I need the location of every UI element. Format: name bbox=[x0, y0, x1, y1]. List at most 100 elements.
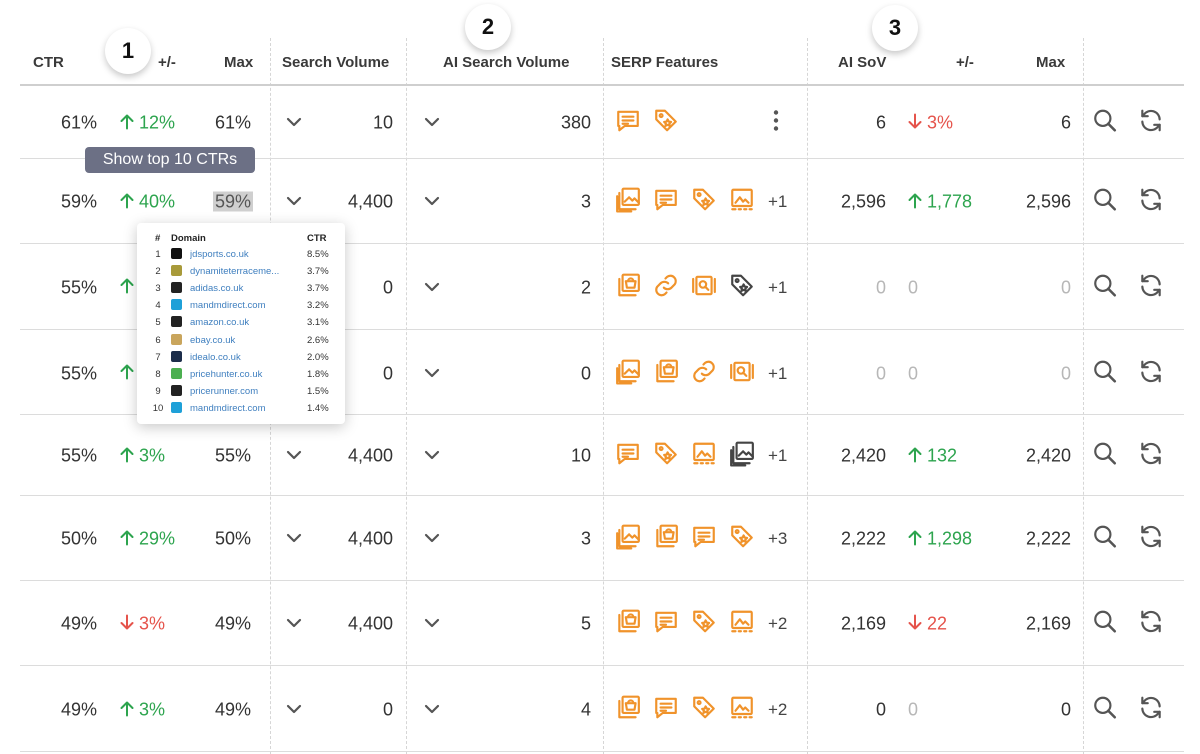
popup-domain-link[interactable]: jdsports.co.uk bbox=[190, 249, 249, 260]
search-icon[interactable] bbox=[1092, 187, 1118, 218]
popup-domain-row[interactable]: 9 pricerunner.com 1.5% bbox=[137, 384, 345, 401]
more-features-count[interactable]: +3 bbox=[768, 529, 788, 548]
image-feature-icon[interactable] bbox=[729, 695, 755, 726]
refresh-icon[interactable] bbox=[1138, 359, 1164, 390]
tag-feature-icon[interactable] bbox=[691, 609, 717, 640]
link-feature-icon[interactable] bbox=[691, 359, 717, 390]
expand-search-volume-chevron[interactable] bbox=[286, 615, 302, 633]
popup-domain-row[interactable]: 5 amazon.co.uk 3.1% bbox=[137, 315, 345, 332]
image-feature-icon[interactable] bbox=[691, 441, 717, 472]
message-feature-icon[interactable] bbox=[653, 609, 679, 640]
expand-search-volume-chevron[interactable] bbox=[286, 193, 302, 211]
video-feature-icon[interactable] bbox=[691, 273, 717, 304]
expand-search-volume-chevron[interactable] bbox=[286, 701, 302, 719]
popup-domain-row[interactable]: 1 jdsports.co.uk 8.5% bbox=[137, 247, 345, 264]
header-ctr[interactable]: CTR bbox=[33, 54, 64, 71]
video-feature-icon[interactable] bbox=[729, 359, 755, 390]
popup-domain-row[interactable]: 8 pricehunter.co.uk 1.8% bbox=[137, 367, 345, 384]
link-feature-icon[interactable] bbox=[653, 273, 679, 304]
popup-domain-row[interactable]: 2 dynamiteterraceme... 3.7% bbox=[137, 264, 345, 281]
header-search-volume[interactable]: Search Volume bbox=[282, 54, 390, 71]
header-ai-search-volume[interactable]: AI Search Volume bbox=[443, 54, 570, 71]
popup-domain-link[interactable]: mandmdirect.com bbox=[190, 402, 266, 414]
message-feature-icon[interactable] bbox=[691, 524, 717, 555]
shopping-feature-icon[interactable] bbox=[615, 273, 641, 304]
expand-ai-search-volume-chevron[interactable] bbox=[424, 279, 440, 297]
shopping-feature-icon[interactable] bbox=[615, 609, 641, 640]
ctr-max-value[interactable]: 59% bbox=[210, 191, 256, 213]
tag-feature-icon[interactable] bbox=[729, 273, 755, 304]
header-ctr-change[interactable]: +/- bbox=[158, 54, 176, 71]
search-icon[interactable] bbox=[1092, 108, 1118, 139]
shopping-feature-icon[interactable] bbox=[653, 524, 679, 555]
expand-ai-search-volume-chevron[interactable] bbox=[424, 447, 440, 465]
expand-ai-search-volume-chevron[interactable] bbox=[424, 193, 440, 211]
popup-domain-link[interactable]: idealo.co.uk bbox=[190, 351, 241, 363]
popup-domain-link[interactable]: amazon.co.uk bbox=[190, 317, 250, 329]
expand-search-volume-chevron[interactable] bbox=[286, 447, 302, 465]
refresh-icon[interactable] bbox=[1138, 108, 1164, 139]
more-features-count[interactable]: +2 bbox=[768, 700, 788, 719]
search-icon[interactable] bbox=[1092, 359, 1118, 390]
header-ctr-max[interactable]: Max bbox=[224, 54, 254, 71]
tag-feature-icon[interactable] bbox=[653, 108, 679, 139]
popup-domain-row[interactable]: 10 mandmdirect.com 1.4% bbox=[137, 401, 345, 418]
expand-search-volume-chevron[interactable] bbox=[286, 530, 302, 548]
images-feature-icon[interactable] bbox=[615, 187, 641, 218]
image-feature-icon[interactable] bbox=[729, 609, 755, 640]
ai-sov-change: 22 bbox=[908, 614, 947, 635]
images-feature-icon[interactable] bbox=[615, 359, 641, 390]
message-feature-icon[interactable] bbox=[653, 187, 679, 218]
header-ai-sov-max[interactable]: Max bbox=[1036, 54, 1066, 71]
message-feature-icon[interactable] bbox=[615, 108, 641, 139]
refresh-icon[interactable] bbox=[1138, 441, 1164, 472]
shopping-feature-icon[interactable] bbox=[653, 359, 679, 390]
tag-feature-icon[interactable] bbox=[653, 441, 679, 472]
search-icon[interactable] bbox=[1092, 524, 1118, 555]
images-feature-icon[interactable] bbox=[729, 441, 755, 472]
expand-ai-search-volume-chevron[interactable] bbox=[424, 114, 440, 132]
more-features-count[interactable]: +1 bbox=[768, 446, 788, 465]
message-feature-icon[interactable] bbox=[653, 695, 679, 726]
refresh-icon[interactable] bbox=[1138, 609, 1164, 640]
search-icon[interactable] bbox=[1092, 273, 1118, 304]
message-feature-icon[interactable] bbox=[615, 441, 641, 472]
expand-ai-search-volume-chevron[interactable] bbox=[424, 365, 440, 383]
popup-domain-link[interactable]: dynamiteterraceme... bbox=[190, 266, 280, 278]
header-ai-sov-change[interactable]: +/- bbox=[956, 54, 974, 71]
refresh-icon[interactable] bbox=[1138, 273, 1164, 304]
popup-domain-link[interactable]: pricehunter.co.uk bbox=[190, 368, 263, 380]
image-feature-icon[interactable] bbox=[729, 187, 755, 218]
refresh-icon[interactable] bbox=[1138, 695, 1164, 726]
tag-feature-icon[interactable] bbox=[691, 187, 717, 218]
more-options-icon[interactable] bbox=[773, 110, 779, 137]
expand-search-volume-chevron[interactable] bbox=[286, 114, 302, 132]
popup-domain-row[interactable]: 7 idealo.co.uk 2.0% bbox=[137, 350, 345, 367]
tag-feature-icon[interactable] bbox=[691, 695, 717, 726]
popup-domain-row[interactable]: 4 mandmdirect.com 3.2% bbox=[137, 298, 345, 315]
images-feature-icon[interactable] bbox=[615, 524, 641, 555]
more-features-count[interactable]: +1 bbox=[768, 364, 788, 383]
popup-domain-row[interactable]: 6 ebay.co.uk 2.6% bbox=[137, 333, 345, 350]
popup-domain-link[interactable]: mandmdirect.com bbox=[190, 300, 266, 312]
search-icon[interactable] bbox=[1092, 441, 1118, 472]
search-icon[interactable] bbox=[1092, 695, 1118, 726]
popup-domain-link[interactable]: ebay.co.uk bbox=[190, 334, 236, 346]
tag-feature-icon[interactable] bbox=[729, 524, 755, 555]
ctr-value: 49% bbox=[60, 613, 97, 634]
more-features-count[interactable]: +1 bbox=[768, 192, 788, 211]
shopping-feature-icon[interactable] bbox=[615, 695, 641, 726]
popup-domain-row[interactable]: 3 adidas.co.uk 3.7% bbox=[137, 281, 345, 298]
more-features-count[interactable]: +2 bbox=[768, 614, 788, 633]
refresh-icon[interactable] bbox=[1138, 187, 1164, 218]
more-features-count[interactable]: +1 bbox=[768, 278, 788, 297]
expand-ai-search-volume-chevron[interactable] bbox=[424, 701, 440, 719]
expand-ai-search-volume-chevron[interactable] bbox=[424, 615, 440, 633]
expand-ai-search-volume-chevron[interactable] bbox=[424, 530, 440, 548]
popup-domain-link[interactable]: pricerunner.com bbox=[190, 385, 259, 397]
popup-domain-link[interactable]: adidas.co.uk bbox=[190, 283, 244, 295]
header-ai-sov[interactable]: AI SoV bbox=[838, 54, 887, 71]
refresh-icon[interactable] bbox=[1138, 524, 1164, 555]
header-serp-features[interactable]: SERP Features bbox=[611, 54, 719, 71]
search-icon[interactable] bbox=[1092, 609, 1118, 640]
